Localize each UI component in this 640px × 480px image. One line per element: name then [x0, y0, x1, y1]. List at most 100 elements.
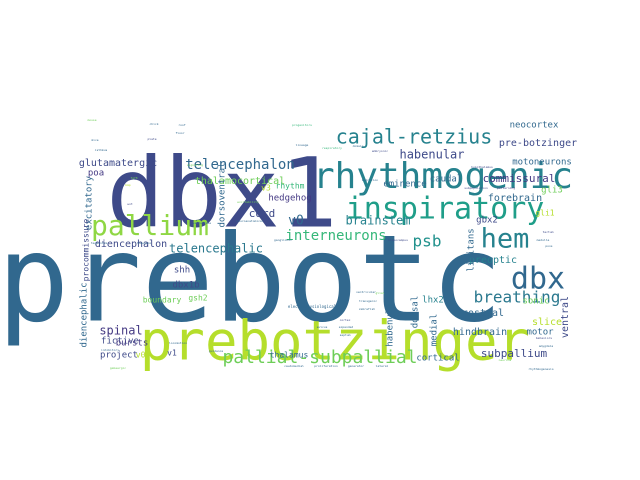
cloud-word-locomotion: locomotion	[169, 341, 187, 345]
cloud-word-hedgehog: hedgehog	[268, 194, 311, 204]
cloud-word-shh: shh	[174, 266, 190, 276]
cloud-word-gli1: gli1	[535, 209, 554, 218]
cloud-word-gsh2: gsh2	[188, 294, 207, 303]
cloud-word-fgf8: fgf8	[130, 176, 137, 180]
cloud-word-respiratory: respiratory	[322, 146, 342, 150]
cloud-word-cortex: cortex	[340, 318, 351, 322]
cloud-word-sulcus: sulcus	[317, 325, 328, 329]
cloud-word-subpallium: subpallium	[481, 347, 548, 360]
cloud-word-neurons: neurons	[499, 358, 512, 362]
cloud-word-lineage: lineage	[296, 143, 309, 147]
cloud-word-preoptic: preoptic	[469, 255, 517, 266]
cloud-word-thalamocortical: thalamocortical	[195, 176, 285, 187]
cloud-word-motoneurons: motoneurons	[512, 158, 572, 168]
cloud-word-ventricular: ventricular	[356, 290, 376, 294]
cloud-word-floor: floor	[175, 131, 184, 135]
cloud-word-bursts: bursts	[116, 339, 149, 349]
cloud-word-caudomedial: caudomedial	[284, 364, 304, 368]
cloud-word-excitability: excitability	[237, 200, 259, 204]
cloud-word-plate: plate	[147, 137, 156, 141]
cloud-word-telencephalic: telencephalic	[169, 242, 263, 256]
cloud-word-boundary: boundary	[143, 296, 182, 305]
cloud-word-slice: slice	[532, 317, 562, 328]
cloud-word-caudal: caudal	[430, 175, 463, 185]
cloud-word-habenular: habenular	[399, 148, 464, 162]
cloud-word-bmp: bmp	[125, 183, 131, 187]
cloud-word-dbx: dbx	[511, 262, 565, 297]
cloud-word-signaling: signaling	[187, 163, 203, 167]
cloud-word-cord: cord	[249, 207, 276, 220]
cloud-word-patterning: patterning	[497, 186, 515, 190]
cloud-word-lhx2: lhx2	[422, 296, 444, 306]
cloud-word-pons: pons	[545, 244, 552, 248]
cloud-word-v0v: v0v	[136, 351, 151, 360]
cloud-word-neuroanatomical: neuroanatomical	[236, 219, 263, 223]
cloud-word-homeobox: homeobox	[137, 241, 152, 245]
cloud-word-transgenic: transgenic	[359, 299, 377, 303]
cloud-word-rostral: rostral	[462, 308, 504, 319]
cloud-word-domain: domain	[353, 144, 364, 148]
cloud-word-embryonic: embryonic	[372, 149, 388, 153]
cloud-word-amygdala: amygdala	[539, 344, 554, 348]
cloud-word-proliferation: proliferation	[314, 364, 338, 368]
cloud-word-wnt: wnt	[127, 202, 133, 206]
cloud-word-isthmus: isthmus	[95, 148, 108, 152]
cloud-word-poa: poa	[88, 169, 104, 179]
cloud-word-eminence: eminence	[383, 180, 426, 190]
cloud-word-limitans: limitans	[467, 228, 477, 271]
cloud-word-vertebrate: vertebrate	[193, 221, 211, 225]
cloud-word-roof: roof	[178, 123, 185, 127]
cloud-word-electrophysiological: electrophysiological	[288, 304, 337, 309]
cloud-word-rhythmogenesis: rhythmogenesis	[528, 367, 553, 371]
cloud-word-sonic: sonic	[522, 297, 549, 307]
cloud-word-tegmentum: tegmentum	[91, 241, 107, 245]
cloud-word-lateral: lateral	[376, 364, 389, 368]
cloud-word-spinal: spinal	[99, 324, 142, 338]
cloud-word-prebotzinger: prebotzinger	[140, 310, 530, 373]
cloud-word-telencephalon: telencephalon	[185, 157, 295, 173]
cloud-word-dorsoventral: dorsoventral	[218, 162, 228, 227]
cloud-word-breathing: breathing	[474, 288, 561, 307]
cloud-word-pre-botzinger: pre-botzinger	[499, 138, 577, 149]
cloud-word-inhibitory: inhibitory	[101, 348, 119, 352]
cloud-word-gbx2: gbx2	[476, 216, 498, 226]
cloud-word-migration: migration	[362, 178, 378, 182]
cloud-word-glutamatergic: glutamatergic	[79, 158, 157, 169]
cloud-word-commissural: commissural	[483, 172, 556, 185]
cloud-word-diencephalic: diencephalic	[80, 282, 90, 347]
cloud-word-ganglionic: ganglionic	[274, 238, 292, 242]
cloud-word-chick: chick	[149, 122, 158, 126]
cloud-word-psb: psb	[413, 232, 442, 251]
cloud-word-expanded: expanded	[339, 325, 354, 329]
cloud-word-pallial-subpallial: pallial-subpallial	[222, 347, 417, 368]
cloud-word-rhythmogenic: rhythmogenic	[313, 156, 573, 197]
cloud-word-rhythm: rhythm	[276, 182, 305, 191]
cloud-word-gli3: gli3	[541, 186, 563, 196]
cloud-word-habenula: habenula	[386, 303, 396, 346]
cloud-word-behaviors: behaviors	[536, 336, 552, 340]
cloud-word-tectum: tectum	[543, 230, 554, 234]
cloud-word-guidance: guidance	[209, 349, 224, 353]
cloud-word-medial: medial	[430, 314, 440, 347]
cloud-word-generator: generator	[348, 364, 364, 368]
cloud-word-cortical: cortical	[416, 354, 459, 364]
cloud-word-septum: septum	[340, 333, 351, 337]
cloud-word-v3: v3	[261, 184, 271, 193]
cloud-word-project: project	[100, 351, 138, 361]
cloud-word-brainstem: brainstem	[345, 214, 410, 228]
cloud-word-pallium: pallium	[91, 209, 209, 242]
cloud-word-mouse: mouse	[87, 118, 96, 122]
cloud-word-v1: v1	[167, 349, 177, 358]
cloud-word-medulla: medulla	[537, 238, 550, 242]
cloud-word-hippocampus: hippocampus	[388, 238, 408, 242]
cloud-word-dorsal: dorsal	[411, 296, 421, 329]
cloud-word-interneurons: interneurons	[285, 228, 386, 244]
cloud-word-dbx1: dbx1	[106, 137, 337, 249]
cloud-word-zebrafish: zebrafish	[359, 307, 375, 311]
cloud-word-v0: v0	[288, 214, 304, 229]
cloud-word-hem: hem	[481, 224, 530, 255]
cloud-word-subpopulation: subpopulation	[464, 186, 488, 190]
cloud-word-thalamus: thalamus	[270, 351, 309, 360]
cloud-word-cajal-retzius: cajal-retzius	[336, 125, 493, 149]
